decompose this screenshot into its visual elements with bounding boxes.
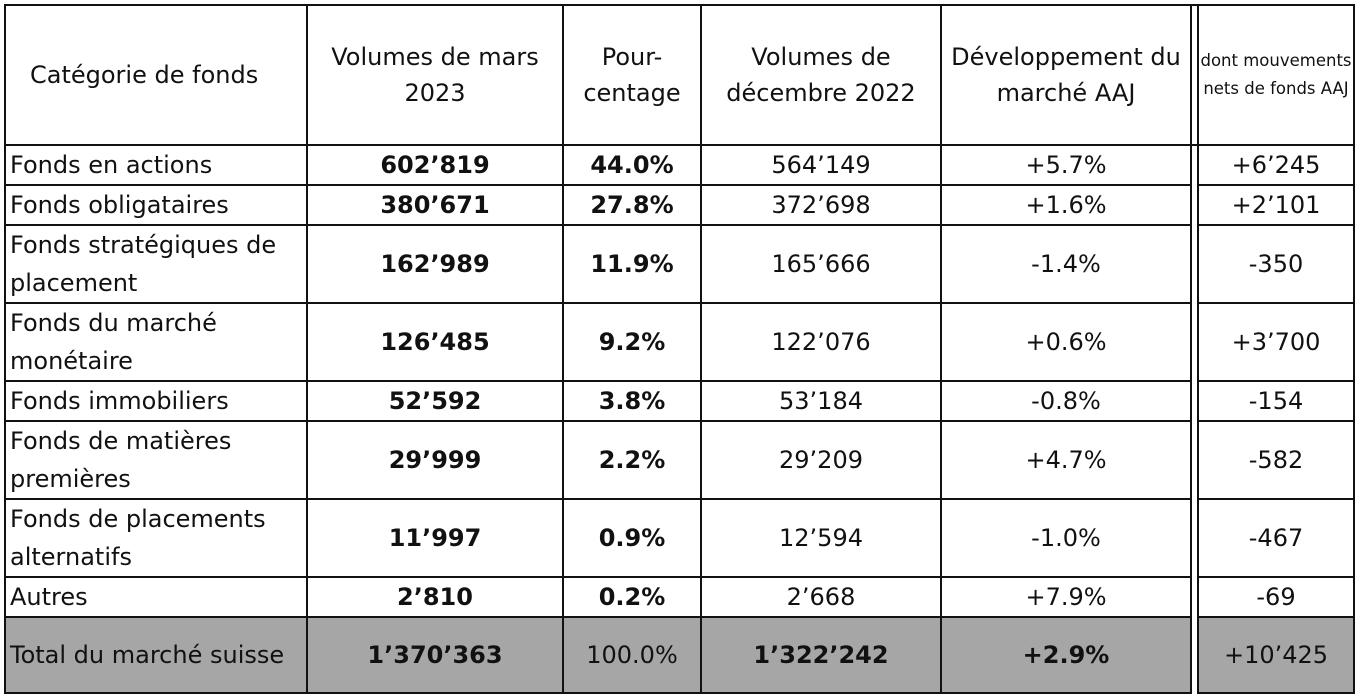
cell-net-flows: +6’245 xyxy=(1197,144,1355,186)
cell-net-flows: -350 xyxy=(1197,224,1355,304)
cell-volume-march: 11’997 xyxy=(306,498,564,578)
cell-percentage: 3.8% xyxy=(562,380,702,422)
cell-net-flows: +3’700 xyxy=(1197,302,1355,382)
cell-percentage: 44.0% xyxy=(562,144,702,186)
cell-net-flows: -154 xyxy=(1197,380,1355,422)
cell-category: Fonds de matières premières xyxy=(4,420,308,500)
cell-volume-december: 12’594 xyxy=(700,498,942,578)
cell-development: +4.7% xyxy=(940,420,1192,500)
cell-volume-march: 162’989 xyxy=(306,224,564,304)
cell-category: Fonds stratégiques de placement xyxy=(4,224,308,304)
cell-percentage: 0.9% xyxy=(562,498,702,578)
header-percentage: Pour-centage xyxy=(562,4,702,146)
cell-net-flows: -69 xyxy=(1197,576,1355,618)
cell-category: Fonds de placements alternatifs xyxy=(4,498,308,578)
total-row: Total du marché suisse 1’370’363 100.0% … xyxy=(4,616,1355,694)
column-separator xyxy=(1190,577,1199,617)
cell-net-flows: -582 xyxy=(1197,420,1355,500)
total-volume-december: 1’322’242 xyxy=(700,616,942,694)
cell-volume-december: 165’666 xyxy=(700,224,942,304)
table-row: Autres 2’810 0.2% 2’668 +7.9% -69 xyxy=(4,576,1355,618)
cell-percentage: 0.2% xyxy=(562,576,702,618)
total-category: Total du marché suisse xyxy=(4,616,308,694)
table-row: Fonds obligataires 380’671 27.8% 372’698… xyxy=(4,184,1355,226)
column-separator xyxy=(1190,421,1199,499)
header-category: Catégorie de fonds xyxy=(4,4,308,146)
cell-volume-march: 29’999 xyxy=(306,420,564,500)
cell-volume-december: 2’668 xyxy=(700,576,942,618)
total-net-flows: +10’425 xyxy=(1197,616,1355,694)
cell-volume-march: 2’810 xyxy=(306,576,564,618)
fund-volume-table-container: Catégorie de fonds Volumes de mars 2023 … xyxy=(4,4,1355,694)
cell-volume-march: 126’485 xyxy=(306,302,564,382)
table-row: Fonds du marché monétaire 126’485 9.2% 1… xyxy=(4,302,1355,382)
table-row: Fonds en actions 602’819 44.0% 564’149 +… xyxy=(4,144,1355,186)
cell-development: +0.6% xyxy=(940,302,1192,382)
cell-volume-december: 564’149 xyxy=(700,144,942,186)
cell-percentage: 27.8% xyxy=(562,184,702,226)
cell-development: -0.8% xyxy=(940,380,1192,422)
table-row: Fonds stratégiques de placement 162’989 … xyxy=(4,224,1355,304)
cell-development: -1.4% xyxy=(940,224,1192,304)
cell-development: +5.7% xyxy=(940,144,1192,186)
total-development: +2.9% xyxy=(940,616,1192,694)
cell-net-flows: -467 xyxy=(1197,498,1355,578)
column-separator xyxy=(1190,145,1199,185)
header-volume-december: Volumes de décembre 2022 xyxy=(700,4,942,146)
header-row: Catégorie de fonds Volumes de mars 2023 … xyxy=(4,4,1355,146)
cell-volume-march: 602’819 xyxy=(306,144,564,186)
cell-development: +7.9% xyxy=(940,576,1192,618)
table-row: Fonds immobiliers 52’592 3.8% 53’184 -0.… xyxy=(4,380,1355,422)
table-row: Fonds de matières premières 29’999 2.2% … xyxy=(4,420,1355,500)
total-volume-march: 1’370’363 xyxy=(306,616,564,694)
fund-volume-table: Catégorie de fonds Volumes de mars 2023 … xyxy=(4,4,1355,694)
cell-volume-december: 29’209 xyxy=(700,420,942,500)
cell-volume-march: 380’671 xyxy=(306,184,564,226)
cell-category: Fonds en actions xyxy=(4,144,308,186)
cell-development: -1.0% xyxy=(940,498,1192,578)
cell-category: Fonds du marché monétaire xyxy=(4,302,308,382)
cell-category: Fonds obligataires xyxy=(4,184,308,226)
header-development: Développement du marché AAJ xyxy=(940,4,1192,146)
column-separator xyxy=(1190,303,1199,381)
cell-percentage: 9.2% xyxy=(562,302,702,382)
cell-percentage: 2.2% xyxy=(562,420,702,500)
cell-volume-december: 53’184 xyxy=(700,380,942,422)
cell-category: Fonds immobiliers xyxy=(4,380,308,422)
column-separator xyxy=(1190,381,1199,421)
cell-category: Autres xyxy=(4,576,308,618)
column-separator xyxy=(1190,4,1199,146)
column-separator xyxy=(1190,499,1199,577)
cell-volume-december: 122’076 xyxy=(700,302,942,382)
header-net-flows: dont mouvements nets de fonds AAJ xyxy=(1197,4,1355,146)
cell-net-flows: +2’101 xyxy=(1197,184,1355,226)
column-separator xyxy=(1190,225,1199,303)
column-separator xyxy=(1190,617,1199,693)
header-volume-march: Volumes de mars 2023 xyxy=(306,4,564,146)
cell-development: +1.6% xyxy=(940,184,1192,226)
cell-volume-march: 52’592 xyxy=(306,380,564,422)
column-separator xyxy=(1190,185,1199,225)
table-row: Fonds de placements alternatifs 11’997 0… xyxy=(4,498,1355,578)
total-percentage: 100.0% xyxy=(562,616,702,694)
cell-volume-december: 372’698 xyxy=(700,184,942,226)
cell-percentage: 11.9% xyxy=(562,224,702,304)
